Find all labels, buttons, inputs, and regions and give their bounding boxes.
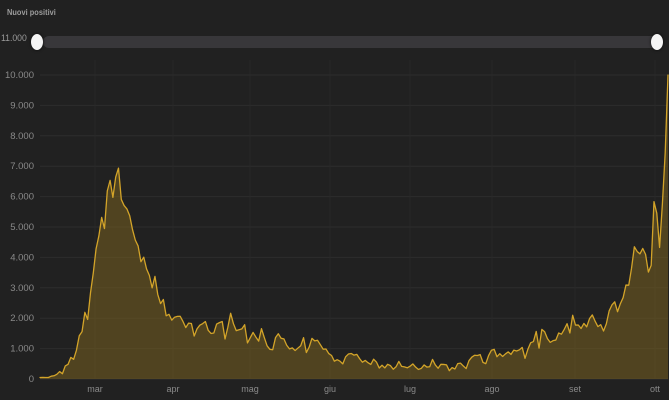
svg-text:set: set — [569, 384, 582, 394]
svg-text:ago: ago — [484, 384, 499, 394]
svg-text:1.000: 1.000 — [10, 344, 34, 355]
svg-text:7.000: 7.000 — [10, 161, 34, 172]
svg-text:mag: mag — [241, 384, 259, 394]
svg-text:10.000: 10.000 — [5, 70, 34, 81]
svg-text:lug: lug — [404, 384, 416, 394]
svg-text:5.000: 5.000 — [10, 222, 34, 233]
svg-text:giu: giu — [324, 384, 336, 394]
svg-text:apr: apr — [166, 384, 179, 394]
svg-text:6.000: 6.000 — [10, 192, 34, 203]
svg-text:0: 0 — [29, 374, 34, 385]
svg-text:8.000: 8.000 — [10, 131, 34, 142]
svg-text:9.000: 9.000 — [10, 100, 34, 111]
svg-text:4.000: 4.000 — [10, 252, 34, 263]
svg-text:3.000: 3.000 — [10, 283, 34, 294]
svg-text:2.000: 2.000 — [10, 313, 34, 324]
svg-text:mar: mar — [87, 384, 103, 394]
svg-text:ott: ott — [650, 384, 661, 394]
